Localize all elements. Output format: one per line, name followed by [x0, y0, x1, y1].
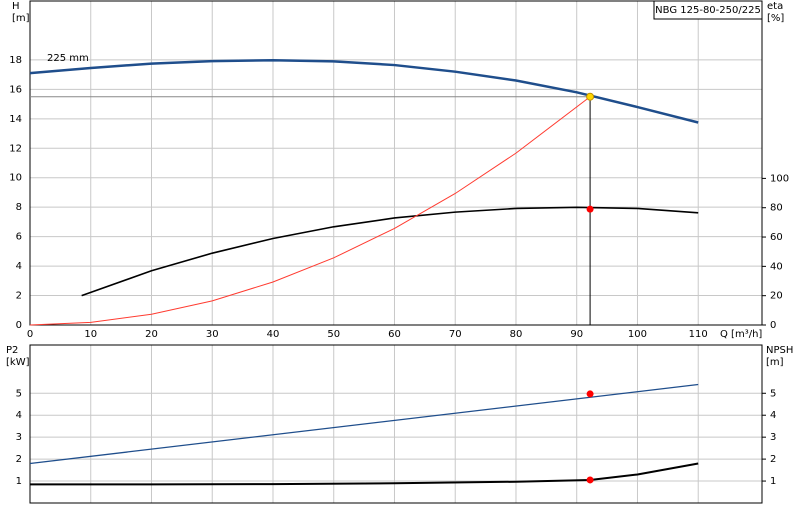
- y2-tick-label: 2: [770, 454, 776, 465]
- curve: [30, 462, 699, 486]
- x-tick-label: 100: [628, 329, 647, 340]
- x-tick-label: 30: [206, 329, 219, 340]
- x-tick-label: 110: [689, 329, 708, 340]
- duty-point: [586, 205, 594, 213]
- title-box: [653, 0, 763, 20]
- curve: [29, 383, 699, 465]
- y-tick-label: 6: [16, 232, 22, 243]
- x-tick-label: 40: [267, 329, 280, 340]
- y-tick-label: 1: [16, 476, 22, 487]
- y2-axis-label: [m]: [766, 357, 784, 368]
- y-tick-label: 0: [16, 320, 22, 331]
- curve: [81, 206, 699, 297]
- y2-tick-label: 3: [770, 432, 776, 443]
- duty-point: [586, 476, 594, 484]
- x-tick-label: 90: [570, 329, 583, 340]
- y2-tick-label: 0: [770, 320, 776, 331]
- y2-axis-label: eta: [767, 1, 783, 12]
- y-axis-label: [m]: [12, 13, 30, 24]
- y-tick-label: 3: [16, 432, 22, 443]
- x-tick-label: 0: [27, 329, 33, 340]
- y-tick-label: 2: [16, 291, 22, 302]
- curve-annotation: 225 mm: [47, 53, 89, 64]
- y-tick-label: 8: [16, 202, 22, 213]
- curve: [29, 96, 591, 326]
- y-axis-label: [kW]: [6, 357, 30, 368]
- y-tick-label: 5: [16, 388, 22, 399]
- x-axis-label: Q [m³/h]: [720, 329, 762, 340]
- y-tick-label: 12: [9, 143, 22, 154]
- y2-tick-label: 20: [770, 291, 783, 302]
- y2-axis-label: [%]: [767, 13, 784, 24]
- duty-point: [586, 92, 595, 101]
- y-tick-label: 14: [9, 114, 22, 125]
- y-tick-label: 18: [9, 55, 22, 66]
- y2-tick-label: 4: [770, 410, 776, 421]
- y2-axis-label: NPSH: [766, 345, 793, 356]
- y-axis-label: P2: [6, 345, 18, 356]
- plot-frame: [29, 0, 763, 326]
- y2-tick-label: 60: [770, 232, 783, 243]
- y2-tick-label: 100: [770, 173, 789, 184]
- y-tick-label: 4: [16, 261, 22, 272]
- curve: [29, 58, 699, 124]
- x-tick-label: 80: [510, 329, 523, 340]
- y-tick-label: 16: [9, 84, 22, 95]
- y-tick-label: 2: [16, 454, 22, 465]
- x-tick-label: 60: [388, 329, 401, 340]
- x-tick-label: 20: [145, 329, 158, 340]
- y2-tick-label: 80: [770, 203, 783, 214]
- y2-tick-label: 40: [770, 261, 783, 272]
- y-tick-label: 4: [16, 410, 22, 421]
- y-axis-label: H: [12, 1, 20, 12]
- y2-tick-label: 1: [770, 476, 776, 487]
- x-tick-label: 70: [449, 329, 462, 340]
- chart-title: NBG 125-80-250/225: [655, 5, 761, 16]
- x-tick-label: 50: [327, 329, 340, 340]
- plot-frame: [29, 344, 763, 504]
- y2-tick-label: 5: [770, 388, 776, 399]
- y-tick-label: 10: [9, 173, 22, 184]
- x-tick-label: 10: [84, 329, 97, 340]
- duty-point: [586, 390, 594, 398]
